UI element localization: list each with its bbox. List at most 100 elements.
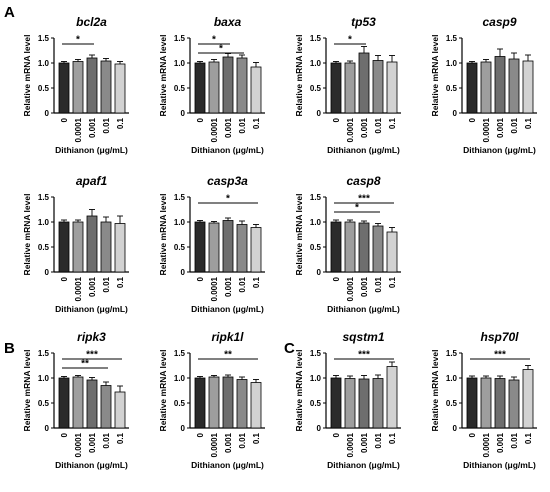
bar — [386, 231, 398, 273]
x-tick-label: 0 — [332, 432, 341, 437]
x-axis-label: Dithianon (μg/mL) — [55, 460, 128, 470]
bar — [208, 376, 220, 429]
x-tick-label: 0.0001 — [210, 432, 219, 457]
x-tick-label: 0.001 — [224, 432, 233, 453]
x-tick-label: 0.01 — [374, 276, 383, 292]
chart-bcl2a: bcl2a 0 0.5 1.0 1.5 Relative mRNA level 0 0.000… — [22, 15, 129, 155]
y-axis-label: Relative mRNA level — [22, 35, 32, 117]
bar — [358, 378, 370, 429]
y-axis-label: Relative mRNA level — [294, 350, 304, 432]
y-tick-label: 0.5 — [38, 84, 50, 93]
bar — [480, 61, 492, 114]
y-tick-label: 0 — [45, 268, 50, 277]
y-axis-label: Relative mRNA level — [430, 350, 440, 432]
bar — [72, 61, 84, 114]
y-tick-label: 0.5 — [38, 243, 50, 252]
y-tick-label: 1.5 — [310, 349, 322, 358]
x-axis-label: Dithianon (μg/mL) — [327, 460, 400, 470]
x-tick-label: 0.0001 — [346, 276, 355, 301]
x-tick-label: 0.001 — [360, 276, 369, 297]
chart-apaf1: apaf1 0 0.5 1.0 1.5 Relative mRNA level 0 0.000… — [22, 174, 129, 314]
x-tick-label: 0 — [196, 276, 205, 281]
y-tick-label: 1.0 — [38, 59, 50, 68]
bar — [466, 62, 478, 114]
x-tick-label: 0.1 — [388, 432, 397, 444]
bar — [86, 57, 98, 114]
chart-title: casp8 — [346, 174, 380, 188]
bar — [330, 62, 342, 114]
significance-label: ** — [81, 359, 89, 370]
x-tick-label: 0.01 — [374, 432, 383, 448]
significance-label: * — [219, 44, 223, 55]
x-tick-label: 0.01 — [238, 276, 247, 292]
x-tick-label: 0 — [468, 117, 477, 122]
y-tick-label: 1.0 — [174, 374, 186, 383]
x-tick-label: 0 — [332, 117, 341, 122]
y-tick-label: 1.5 — [174, 193, 186, 202]
y-axis-label: Relative mRNA level — [22, 350, 32, 432]
y-tick-label: 0.5 — [446, 399, 458, 408]
y-tick-label: 1.0 — [446, 374, 458, 383]
bar — [466, 377, 478, 429]
bar — [330, 377, 342, 429]
x-tick-label: 0.1 — [524, 432, 533, 444]
x-tick-label: 0.1 — [116, 432, 125, 444]
significance-label: * — [76, 35, 80, 46]
x-axis-label: Dithianon (μg/mL) — [55, 304, 128, 314]
bar — [522, 60, 534, 114]
x-tick-label: 0.001 — [496, 117, 505, 138]
x-tick-label: 0.001 — [224, 117, 233, 138]
x-tick-label: 0 — [332, 276, 341, 281]
chart-title: sqstm1 — [342, 330, 384, 344]
bar — [208, 61, 220, 114]
chart-title: hsp70l — [480, 330, 519, 344]
chart-title: baxa — [214, 15, 242, 29]
x-axis-label: Dithianon (μg/mL) — [463, 460, 536, 470]
significance-label: * — [348, 35, 352, 46]
bar — [86, 215, 98, 273]
y-tick-label: 1.5 — [38, 34, 50, 43]
y-tick-label: 1.0 — [310, 218, 322, 227]
x-tick-label: 0.1 — [388, 117, 397, 129]
x-tick-label: 0.0001 — [482, 117, 491, 142]
x-tick-label: 0.01 — [238, 432, 247, 448]
x-tick-label: 0.0001 — [74, 117, 83, 142]
bar — [508, 379, 520, 429]
y-tick-label: 0 — [181, 268, 186, 277]
chart-hsp70l: hsp70l 0 0.5 1.0 1.5 Relative mRNA level 0 0.00… — [430, 330, 537, 470]
y-tick-label: 0.5 — [310, 84, 322, 93]
chart-title: casp9 — [482, 15, 516, 29]
bar — [236, 379, 248, 429]
x-tick-label: 0 — [60, 432, 69, 437]
y-tick-label: 1.0 — [310, 59, 322, 68]
bar — [58, 62, 70, 114]
chart-title: ripk3 — [77, 330, 106, 344]
y-tick-label: 0 — [317, 424, 322, 433]
bar — [344, 62, 356, 114]
x-tick-label: 0.01 — [102, 432, 111, 448]
bar — [194, 377, 206, 429]
bar — [386, 61, 398, 114]
chart-ripk1l: ripk1l 0 0.5 1.0 1.5 Relative mRNA level 0 0.00… — [158, 330, 265, 470]
bar — [494, 56, 506, 114]
bar — [194, 221, 206, 273]
bar — [372, 60, 384, 114]
y-tick-label: 0.5 — [174, 399, 186, 408]
y-tick-label: 1.5 — [446, 34, 458, 43]
chart-title: apaf1 — [76, 174, 108, 188]
panel-label-c: C — [284, 340, 295, 357]
bar — [114, 223, 126, 273]
x-tick-label: 0.01 — [374, 117, 383, 133]
x-tick-label: 0 — [60, 117, 69, 122]
x-tick-label: 0.001 — [88, 276, 97, 297]
y-tick-label: 1.0 — [174, 59, 186, 68]
x-axis-label: Dithianon (μg/mL) — [463, 145, 536, 155]
x-tick-label: 0.1 — [388, 276, 397, 288]
panel-label-a: A — [4, 4, 15, 21]
x-tick-label: 0.001 — [224, 276, 233, 297]
bar — [236, 224, 248, 273]
chart-title: tp53 — [351, 15, 376, 29]
significance-label: *** — [494, 350, 506, 361]
